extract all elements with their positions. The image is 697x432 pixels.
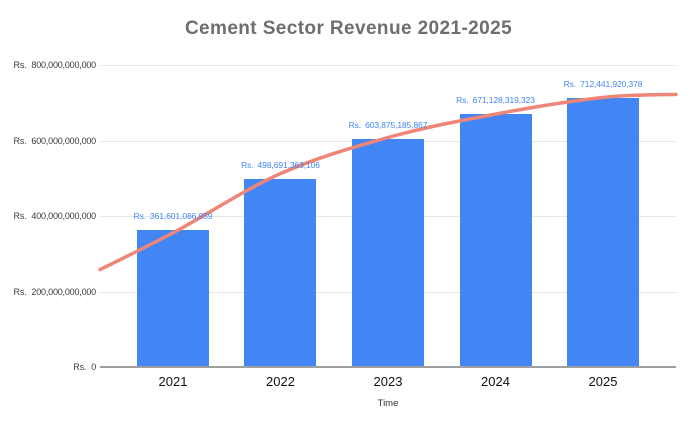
bar-value-number: 712,441,920,378: [580, 79, 643, 90]
y-tick-number: 400,000,000,000: [31, 211, 96, 221]
currency-prefix: Rs.: [13, 135, 27, 146]
y-tick-label: Rs. 200,000,000,000: [13, 286, 97, 298]
y-tick-label: Rs. 400,000,000,000: [13, 210, 97, 222]
bar-value-number: 603,875,185,867: [365, 120, 428, 131]
currency-prefix: Rs.: [563, 79, 577, 90]
bar-value-label: Rs. 361,601,086,959: [134, 211, 213, 221]
x-tick-label-2023: 2023: [373, 374, 403, 389]
currency-prefix: Rs.: [13, 60, 27, 70]
x-tick-label-2025: 2025: [588, 374, 618, 389]
bar-value-label: Rs. 498,691,363,106: [241, 160, 320, 170]
x-tick-label-2024: 2024: [481, 374, 510, 389]
y-tick-label: Rs. 600,000,000,000: [13, 135, 97, 147]
bar-value-label: Rs. 671,128,319,323: [456, 95, 535, 105]
bar-2022[interactable]: [244, 178, 317, 367]
y-tick-label: Rs. 800,000,000,000: [13, 59, 97, 71]
currency-prefix: Rs.: [348, 120, 362, 131]
bar-value-label: Rs. 603,875,185,867: [349, 120, 428, 130]
bar-2024[interactable]: [459, 113, 532, 367]
y-tick-number: 200,000,000,000: [31, 286, 96, 297]
bar-2023[interactable]: [352, 139, 424, 367]
currency-prefix: Rs.: [13, 286, 27, 297]
x-tick-label-2021: 2021: [158, 374, 188, 389]
bar-2025[interactable]: [567, 98, 640, 367]
currency-prefix: Rs.: [241, 159, 254, 170]
y-tick-number: 600,000,000,000: [31, 135, 96, 146]
y-tick-label: Rs. 0: [73, 361, 96, 373]
bar-value-number: 498,691,363,106: [257, 159, 320, 170]
currency-prefix: Rs.: [13, 211, 27, 221]
currency-prefix: Rs.: [73, 362, 87, 372]
x-tick-label-2022: 2022: [266, 374, 295, 389]
bar-2021[interactable]: [136, 230, 209, 367]
y-tick-number: 0: [91, 362, 96, 372]
x-axis-title: Time: [377, 398, 399, 409]
bar-value-number: 361,601,086,959: [150, 211, 213, 222]
currency-prefix: Rs.: [133, 211, 147, 222]
gridline: [100, 65, 676, 66]
chart-title: Cement Sector Revenue 2021-2025: [184, 18, 513, 39]
bar-value-number: 671,128,319,323: [472, 94, 535, 105]
currency-prefix: Rs.: [456, 94, 469, 105]
bar-value-label: Rs. 712,441,920,378: [564, 79, 643, 89]
x-axis-line: [100, 366, 676, 368]
y-tick-number: 800,000,000,000: [31, 60, 96, 70]
